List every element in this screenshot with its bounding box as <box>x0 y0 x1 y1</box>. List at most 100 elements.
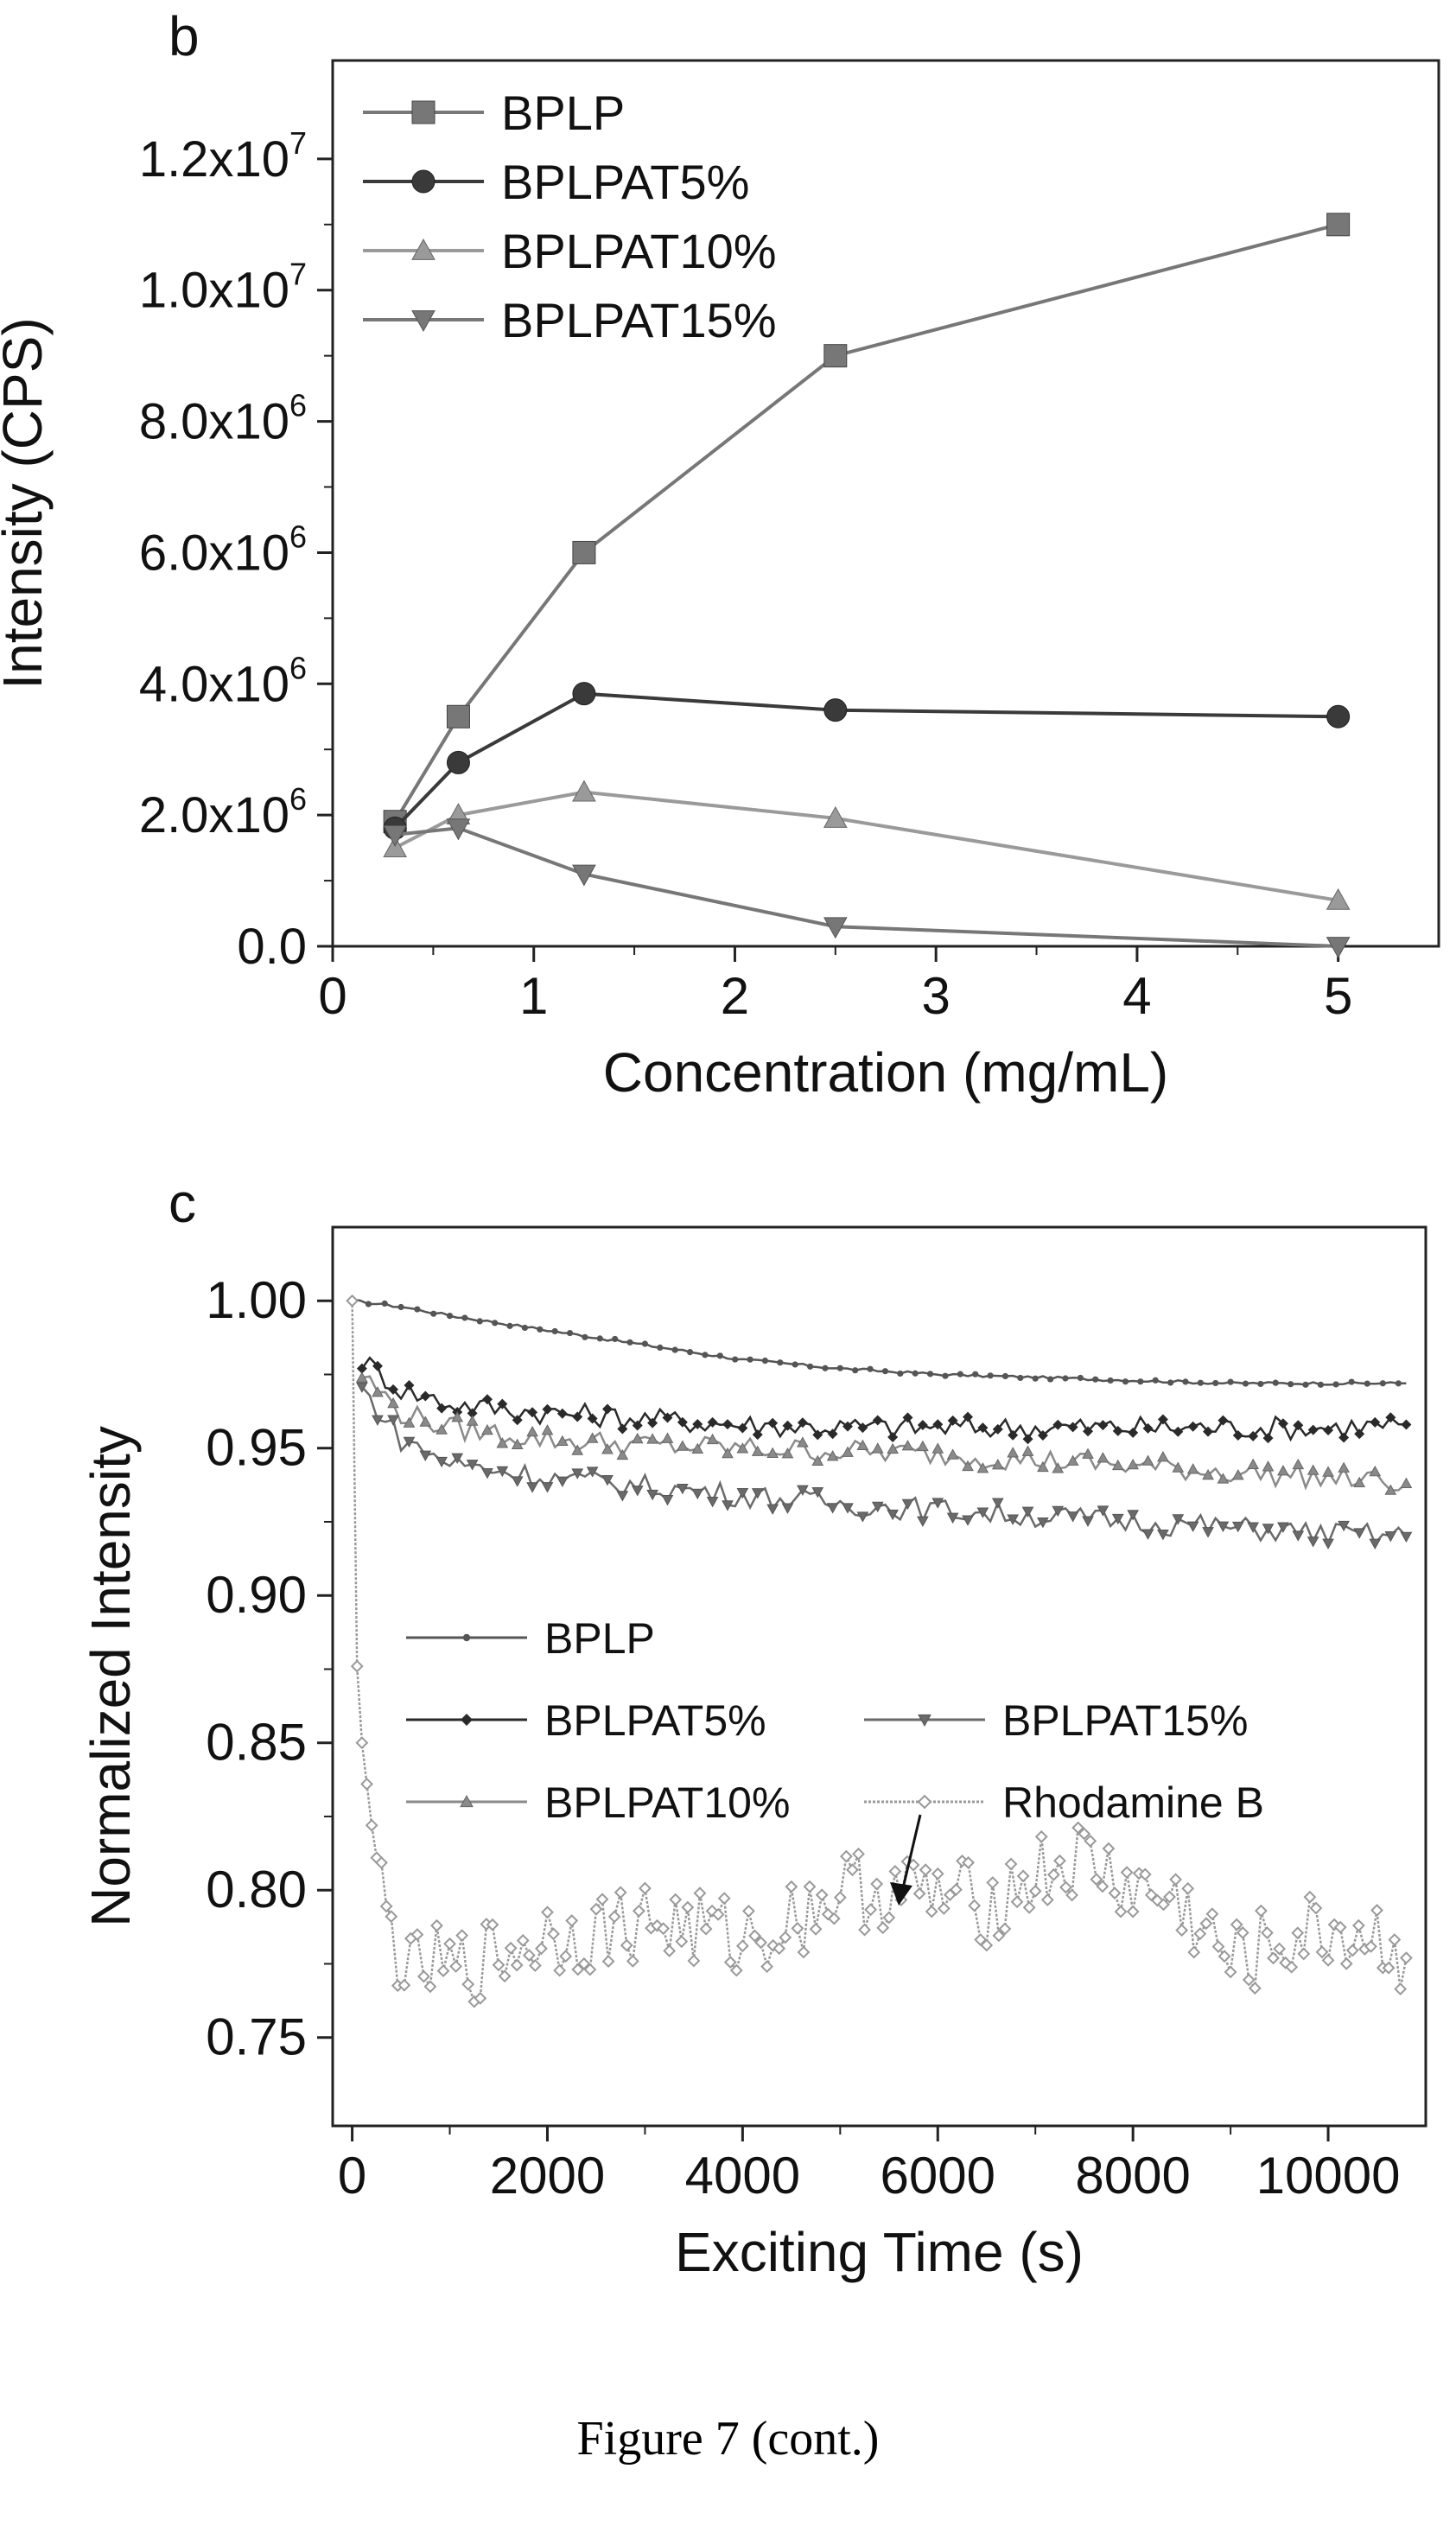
data-point <box>1277 1522 1289 1533</box>
x-tick-label: 4000 <box>685 2147 800 2205</box>
data-point <box>356 1363 367 1374</box>
data-point <box>661 1432 674 1443</box>
data-point <box>1326 937 1351 959</box>
data-point <box>1303 1890 1317 1904</box>
data-point <box>559 1950 573 1963</box>
y-tick-label: 1.00 <box>206 1271 307 1329</box>
data-point <box>1152 1377 1159 1384</box>
data-point <box>777 1359 784 1366</box>
data-point <box>1187 1421 1198 1432</box>
data-point <box>1354 1428 1365 1440</box>
data-point <box>1096 1880 1109 1893</box>
data-point <box>541 1482 554 1493</box>
data-point <box>1007 1447 1019 1458</box>
data-point <box>677 1483 689 1495</box>
data-point <box>1292 1530 1305 1542</box>
data-point <box>372 1360 383 1371</box>
data-point <box>846 1863 859 1877</box>
data-point <box>723 1956 737 1969</box>
legend-marker <box>460 1794 474 1808</box>
data-point <box>372 1386 384 1397</box>
data-point <box>691 1488 704 1500</box>
data-point <box>1122 1378 1129 1385</box>
data-point <box>496 1466 509 1478</box>
data-point <box>1182 1378 1189 1385</box>
series-2 <box>383 779 1351 910</box>
x-axis-title: Concentration (mg/mL) <box>603 1041 1168 1104</box>
data-point <box>1172 1514 1185 1525</box>
y-tick-label: 1.0x107 <box>139 257 307 319</box>
data-point <box>992 1929 1006 1943</box>
data-point <box>481 1423 493 1435</box>
chart-panel-c: c 0 2000 4000 6000 8000 10000 0.75 0.80 0.85 0.90 0… <box>79 1172 1427 2283</box>
data-point <box>812 1429 823 1441</box>
data-point <box>436 1456 448 1468</box>
data-point <box>350 1659 364 1673</box>
data-point <box>1227 1378 1234 1385</box>
data-point <box>1197 1379 1204 1386</box>
data-point <box>1211 1940 1225 1954</box>
data-point <box>647 1417 658 1428</box>
data-point <box>1111 1513 1124 1525</box>
data-point <box>553 1963 567 1977</box>
y-tick-label: 4.0x106 <box>139 650 307 712</box>
data-point <box>1333 1920 1347 1934</box>
data-point <box>1247 1458 1260 1470</box>
data-point <box>379 1899 393 1913</box>
data-point <box>365 1301 372 1308</box>
data-point <box>1321 1953 1335 1967</box>
legend-marker <box>411 100 436 124</box>
data-point <box>1028 1884 1042 1898</box>
data-point <box>661 1494 674 1506</box>
data-point <box>946 1448 959 1460</box>
legend-marker <box>918 1714 931 1727</box>
data-point <box>541 1424 554 1435</box>
data-point <box>430 1918 443 1932</box>
data-point <box>587 1413 598 1424</box>
data-point <box>737 1422 748 1434</box>
data-point <box>1399 1951 1413 1965</box>
data-point <box>1382 1961 1396 1975</box>
data-point <box>806 1363 814 1370</box>
data-point <box>962 1460 974 1472</box>
legend-label: BPLPAT10% <box>501 224 777 278</box>
data-point <box>987 1372 994 1379</box>
data-point <box>430 1310 437 1317</box>
data-point <box>572 864 596 887</box>
data-point <box>1172 1461 1185 1473</box>
data-point <box>876 1921 890 1935</box>
data-point <box>1127 1510 1140 1521</box>
data-point <box>646 1433 658 1444</box>
data-point <box>410 1928 424 1942</box>
series-line <box>360 1386 1408 1547</box>
data-point <box>1037 1460 1049 1473</box>
data-point <box>616 1491 629 1502</box>
data-point <box>717 1892 731 1906</box>
data-point <box>1277 1465 1289 1476</box>
legend: BPLP BPLPAT5% BPLPAT10% BPLPAT15% <box>363 86 777 347</box>
data-point <box>888 1865 902 1878</box>
legend-marker <box>411 238 436 260</box>
data-point <box>1102 1842 1116 1855</box>
data-point <box>1353 1476 1366 1488</box>
data-point <box>1332 1381 1339 1388</box>
data-point <box>823 917 848 939</box>
data-point <box>722 1447 734 1459</box>
data-point <box>566 1329 574 1337</box>
data-point <box>1175 1924 1189 1937</box>
data-point <box>811 1454 824 1466</box>
data-point <box>1034 1829 1048 1843</box>
data-point <box>1369 1538 1382 1549</box>
data-point <box>528 1959 542 1972</box>
data-point <box>446 818 471 841</box>
legend-label: BPLPAT15% <box>1002 1696 1248 1745</box>
data-point <box>785 1880 798 1893</box>
data-point <box>498 1969 512 1983</box>
data-point <box>527 1407 538 1418</box>
data-point <box>1309 1901 1323 1915</box>
data-point <box>1128 1427 1139 1438</box>
data-point <box>1345 1944 1359 1957</box>
data-point <box>823 698 848 722</box>
data-point <box>572 540 596 564</box>
data-point <box>663 1944 677 1957</box>
